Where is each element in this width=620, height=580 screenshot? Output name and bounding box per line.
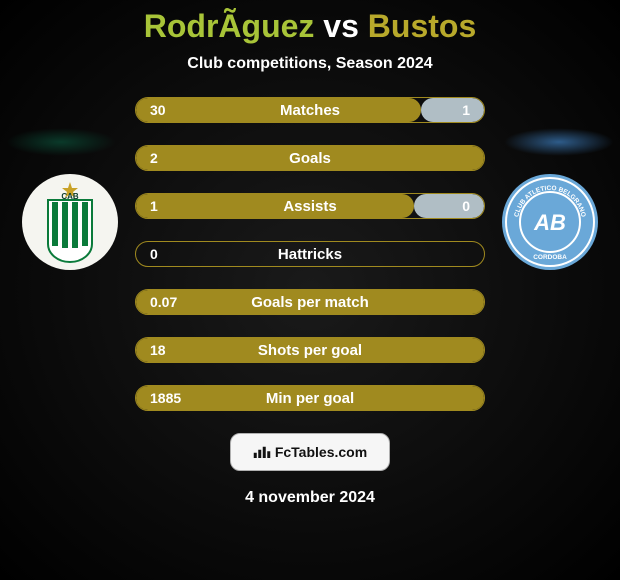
player2-name: Bustos <box>368 8 476 44</box>
stat-row: 1885 Min per goal <box>0 385 620 411</box>
vs-word: vs <box>323 8 359 44</box>
stat-bar: 18 Shots per goal <box>135 337 485 363</box>
stat-value-left: 1885 <box>150 390 181 406</box>
stat-row: 18 Shots per goal <box>0 337 620 363</box>
stat-label: Min per goal <box>266 390 354 407</box>
stat-label: Goals <box>289 150 331 167</box>
stat-value-left: 18 <box>150 342 166 358</box>
bar-chart-icon <box>253 445 271 459</box>
stat-bar-fill-left <box>136 98 421 122</box>
stats-container: 30 1 Matches 2 Goals 1 0 Assists 0 Hattricks 0.07 G… <box>0 97 620 411</box>
stat-row: 0 Hattricks <box>0 241 620 267</box>
stat-value-left: 2 <box>150 150 158 166</box>
stat-bar-fill-right <box>421 98 484 122</box>
stat-label: Matches <box>280 102 340 119</box>
stat-row: 30 1 Matches <box>0 97 620 123</box>
stat-bar: 1885 Min per goal <box>135 385 485 411</box>
fctables-label: FcTables.com <box>275 444 367 460</box>
stat-bar: 0.07 Goals per match <box>135 289 485 315</box>
stat-label: Assists <box>283 198 336 215</box>
stat-label: Hattricks <box>278 246 342 263</box>
stat-value-right: 1 <box>462 102 470 118</box>
competition-subtitle: Club competitions, Season 2024 <box>0 55 620 73</box>
stat-value-left: 0 <box>150 246 158 262</box>
stat-label: Goals per match <box>251 294 369 311</box>
stat-row: 2 Goals <box>0 145 620 171</box>
stat-row: 1 0 Assists <box>0 193 620 219</box>
stat-value-left: 0.07 <box>150 294 177 310</box>
stat-value-right: 0 <box>462 198 470 214</box>
comparison-title: RodrÃ­guez vs Bustos <box>0 0 620 45</box>
snapshot-date: 4 november 2024 <box>0 489 620 507</box>
stat-bar: 30 1 Matches <box>135 97 485 123</box>
stat-bar-fill-left <box>136 194 414 218</box>
stat-row: 0.07 Goals per match <box>0 289 620 315</box>
stat-bar: 1 0 Assists <box>135 193 485 219</box>
stat-value-left: 30 <box>150 102 166 118</box>
stat-bar: 0 Hattricks <box>135 241 485 267</box>
stat-bar-fill-right <box>414 194 484 218</box>
fctables-attribution: FcTables.com <box>230 433 390 471</box>
player1-name: RodrÃ­guez <box>144 8 315 44</box>
stat-value-left: 1 <box>150 198 158 214</box>
stat-label: Shots per goal <box>258 342 362 359</box>
stat-bar: 2 Goals <box>135 145 485 171</box>
